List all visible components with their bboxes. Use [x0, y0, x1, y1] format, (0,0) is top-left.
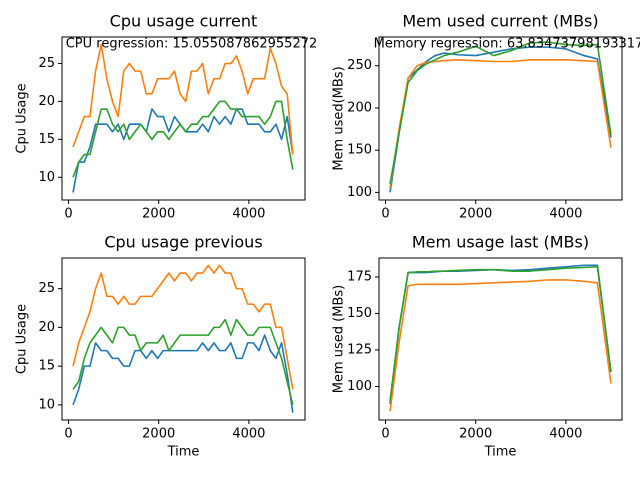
y-tick-label: 100	[347, 185, 372, 200]
y-tick-label: 125	[347, 342, 372, 357]
series-line	[72, 108, 294, 193]
series-line	[389, 59, 612, 189]
x-tick-label: 4000	[232, 427, 265, 442]
series-line	[72, 318, 294, 406]
series-line	[389, 264, 612, 405]
series-line	[72, 100, 294, 178]
y-tick-label: 10	[38, 397, 55, 412]
series-line	[389, 279, 612, 412]
x-tick-label: 4000	[232, 207, 265, 222]
y-tick-label: 25	[38, 281, 55, 296]
y-tick-label: 250	[347, 58, 372, 73]
series-line	[72, 264, 294, 390]
axes-frame	[61, 257, 306, 421]
y-tick-label: 200	[347, 100, 372, 115]
x-tick-label: 4000	[549, 207, 582, 222]
x-tick-label: 2000	[459, 207, 492, 222]
y-tick-label: 20	[38, 94, 55, 109]
series-line	[72, 334, 294, 413]
y-tick-label: 15	[38, 359, 55, 374]
chart-title: Cpu usage previous	[104, 233, 262, 252]
y-axis-label: Cpu Usage	[15, 83, 30, 153]
x-tick-label: 4000	[549, 427, 582, 442]
x-tick-label: 2000	[459, 427, 492, 442]
y-tick-label: 10	[38, 170, 55, 185]
x-tick-label: 0	[64, 207, 72, 222]
series-line	[389, 265, 612, 402]
y-tick-label: 150	[347, 143, 372, 158]
series-line	[389, 41, 612, 185]
axes-frame	[378, 257, 623, 421]
y-tick-label: 25	[38, 56, 55, 71]
axes-frame	[378, 36, 623, 201]
y-tick-label: 175	[347, 269, 372, 284]
chart-title: Cpu usage current	[110, 12, 258, 31]
y-tick-label: 15	[38, 132, 55, 147]
annotation: Memory regression: 63.83473798193317	[374, 37, 640, 52]
series-line	[72, 43, 294, 155]
x-axis-label: Time	[484, 445, 517, 460]
x-axis-label: Time	[167, 445, 200, 460]
chart-title: Mem used current (MBs)	[402, 12, 598, 31]
y-tick-label: 100	[347, 379, 372, 394]
x-tick-label: 0	[381, 427, 389, 442]
y-axis-label: Mem used (MBs)	[332, 285, 347, 393]
y-axis-label: Cpu Usage	[15, 304, 30, 374]
y-axis-label: Mem used(MBs)	[332, 66, 347, 170]
series-line	[389, 46, 612, 193]
y-tick-label: 20	[38, 320, 55, 335]
x-tick-label: 0	[381, 207, 389, 222]
x-tick-label: 2000	[142, 207, 175, 222]
chart-title: Mem usage last (MBs)	[412, 233, 589, 252]
y-tick-label: 150	[347, 306, 372, 321]
axes-frame	[61, 36, 306, 201]
x-tick-label: 2000	[142, 427, 175, 442]
annotation: CPU regression: 15.055087862955272	[66, 37, 318, 52]
x-tick-label: 0	[64, 427, 72, 442]
